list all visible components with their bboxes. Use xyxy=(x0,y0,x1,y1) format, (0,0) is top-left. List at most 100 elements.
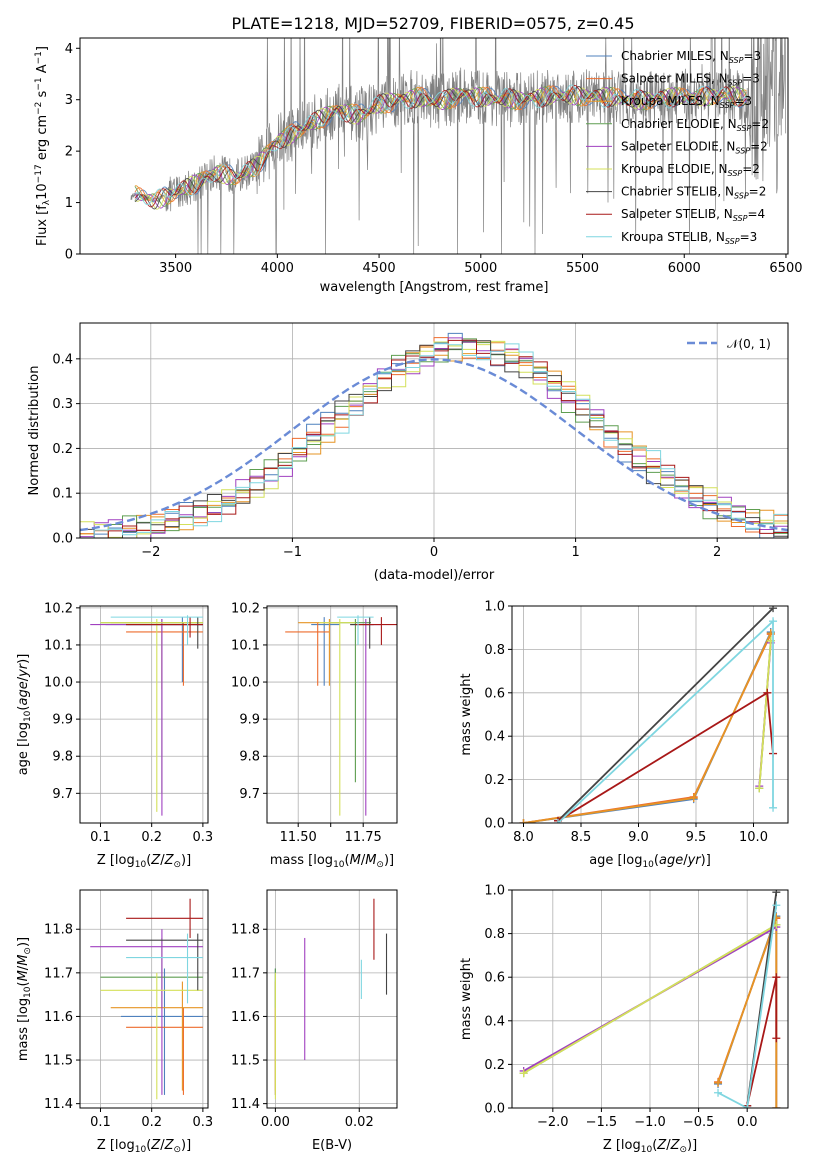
weight-line-chabrier_stelib xyxy=(557,607,774,822)
x-tick-label: 11.75 xyxy=(345,830,382,845)
weight-marker-kroupa_elodie xyxy=(519,1069,528,1078)
y-tick-label: 0 xyxy=(65,248,73,263)
label-part: M xyxy=(350,853,361,868)
label-part: Z [log xyxy=(97,1138,135,1153)
label-part: ⊙ xyxy=(173,860,181,870)
axes-frame xyxy=(79,37,789,255)
label-part: 10 xyxy=(641,1145,653,1155)
plot-area-weight_vs_z xyxy=(519,890,781,1108)
weight-marker-salpeter_stelib xyxy=(763,688,772,697)
x-tick-label: 10.0 xyxy=(739,830,768,845)
x-tick-label: 0.00 xyxy=(261,1115,290,1130)
label-part: A xyxy=(35,64,50,77)
weight-marker-kroupa_stelib xyxy=(769,803,778,812)
legend-suffix: =2 xyxy=(750,139,768,153)
y-axis-label: mass weight xyxy=(459,673,474,755)
label-part: mass [log xyxy=(16,998,31,1061)
legend-label-kroupa_stelib: Kroupa STELIB, NSSP=3 xyxy=(621,230,757,246)
y-tick-label: 11.8 xyxy=(44,923,73,938)
label-part: ⊙ xyxy=(679,1145,687,1155)
model-line-chabrier_stelib xyxy=(134,85,747,210)
weight-marker-chabrier_stelib xyxy=(772,890,781,897)
panel-spectrum xyxy=(130,38,787,254)
y-tick-label: 0.6 xyxy=(484,971,505,986)
legend-text: Salpeter STELIB, N xyxy=(621,207,733,221)
label-part: M xyxy=(16,970,31,981)
plot-area-mass_vs_ebv xyxy=(274,898,388,1100)
x-tick-label: −2 xyxy=(141,545,160,560)
label-part: ] xyxy=(35,46,50,51)
label-part: 10 xyxy=(23,710,33,722)
x-tick-label: 9.5 xyxy=(686,830,707,845)
legend-text: Kroupa ELODIE, N xyxy=(621,162,728,176)
y-tick-label: 3 xyxy=(65,93,73,108)
legend-suffix: =3 xyxy=(743,49,761,63)
axes-mass_vs_ebv: 0.00 0.02 11.4 11.5 11.6 11.7 11.8 E(B-V) xyxy=(231,889,398,1153)
legend-label-chabrier_elodie: Chabrier ELODIE, NSSP=2 xyxy=(621,117,769,133)
panel-weight_vs_z xyxy=(512,889,788,1109)
label-part: ⊙ xyxy=(23,947,33,955)
x-tick-label: 6500 xyxy=(769,261,802,276)
x-tick-label: 0 xyxy=(430,545,438,560)
weight-marker-kroupa_miles xyxy=(519,819,528,823)
x-tick-label: 4000 xyxy=(261,261,294,276)
y-tick-label: 0.3 xyxy=(52,397,73,412)
y-tick-label: 1.0 xyxy=(484,600,505,615)
plot-area-residuals xyxy=(80,332,788,538)
label-part: )] xyxy=(181,1138,191,1153)
axes-age_vs_z: 0.1 0.2 0.39.79.89.910.010.110.2Z [log10(Z… xyxy=(16,601,213,870)
label-part: / xyxy=(16,965,31,970)
axes-mass_vs_z: 0.1 0.2 0.311.411.511.611.711.8Z [log10(Z/… xyxy=(16,889,213,1155)
label-part: age xyxy=(659,853,683,868)
plot-area-age_vs_mass xyxy=(285,615,397,816)
y-axis-label: Flux [fλ10−17 erg cm−2 s−1 A−1] xyxy=(34,46,52,246)
legend-suffix: =3 xyxy=(742,72,760,86)
x-tick-label: −1.0 xyxy=(634,1115,666,1130)
weight-marker-kroupa_stelib xyxy=(554,819,562,823)
label-part: )] xyxy=(384,853,394,868)
legend-suffix: =2 xyxy=(751,117,769,131)
legend-text: Chabrier ELODIE, N xyxy=(621,117,737,131)
axes-frame xyxy=(511,605,789,824)
x-axis-label: wavelength [Angstrom, rest frame] xyxy=(320,280,549,295)
label-part: −1 xyxy=(34,51,44,64)
label-part: / xyxy=(361,853,366,868)
legend-text: Salpeter MILES, N xyxy=(621,72,728,86)
y-tick-label: 9.9 xyxy=(239,713,260,728)
y-tick-label: 10.2 xyxy=(231,601,260,616)
label-part: ⊙ xyxy=(376,860,384,870)
axes-weight_vs_age: 8.0 8.5 9.0 9.5 10.0 0.0 0.2 0.4 0.6 0.8 1.0 age [l… xyxy=(459,600,789,870)
plot-area-weight_vs_age xyxy=(519,606,778,823)
y-tick-label: 0.0 xyxy=(484,1102,505,1117)
y-tick-label: 11.4 xyxy=(44,1097,73,1112)
label-part: Z xyxy=(164,853,175,868)
normal-curve xyxy=(80,358,788,532)
label-part: )] xyxy=(181,853,191,868)
y-tick-label: 11.8 xyxy=(231,923,260,938)
legend-suffix: =3 xyxy=(734,94,752,108)
x-tick-label: 0.1 xyxy=(90,830,111,845)
x-tick-label: 5000 xyxy=(464,261,497,276)
label-part: 10 xyxy=(135,1145,147,1155)
panel-age_vs_mass xyxy=(267,606,397,823)
weight-line-kroupa_elodie xyxy=(523,924,777,1074)
label-part: 10 xyxy=(642,860,654,870)
label-part: 10 xyxy=(333,860,345,870)
y-axis-label: Normed distribution xyxy=(27,366,42,496)
label-part: 10 xyxy=(35,183,50,200)
panel-mass_vs_ebv xyxy=(267,890,397,1108)
x-tick-label: 0.3 xyxy=(193,830,214,845)
y-tick-label: 0.1 xyxy=(52,487,73,502)
label-part: )] xyxy=(16,937,31,947)
x-tick-label: −0.5 xyxy=(683,1115,715,1130)
y-tick-label: 0.2 xyxy=(52,442,73,457)
label-part: Z xyxy=(150,1138,161,1153)
x-tick-label: 1 xyxy=(571,545,579,560)
label-part: s xyxy=(35,90,50,101)
x-tick-label: 4500 xyxy=(363,261,396,276)
legend-text: Chabrier STELIB, N xyxy=(621,185,734,199)
label-part: Flux [f xyxy=(35,205,50,246)
y-tick-label: 0.8 xyxy=(484,927,505,942)
legend-suffix: =2 xyxy=(742,162,760,176)
